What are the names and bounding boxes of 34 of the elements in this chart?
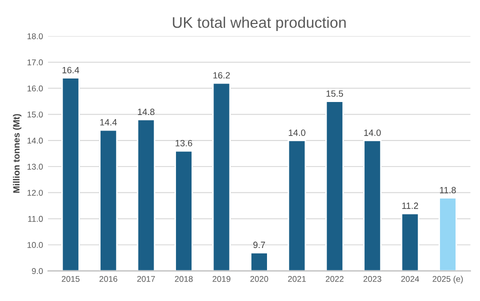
x-tick-label: 2017 (137, 276, 155, 282)
data-label: 14.0 (364, 130, 381, 136)
data-label: 9.7 (253, 242, 266, 248)
x-tick-label: 2019 (212, 276, 230, 282)
y-tick-label: 15.0 (28, 112, 43, 118)
x-tick-label: 2018 (174, 276, 193, 282)
y-tick-label: 12.0 (28, 190, 43, 196)
x-tick-label: 2016 (99, 276, 118, 282)
x-tick-label: 2024 (401, 276, 420, 282)
data-label: 15.5 (326, 90, 344, 97)
y-tick-label: 17.0 (28, 59, 43, 66)
data-label: 16.4 (62, 66, 80, 74)
y-tick-label: 10.0 (28, 242, 43, 248)
x-tick-label: 2022 (326, 276, 344, 282)
chart-title: UK total wheat production (172, 16, 346, 31)
x-tick-label: 2015 (62, 276, 80, 282)
y-axis-title: Million tonnes (Mt) (12, 114, 22, 193)
data-label: 11.8 (440, 186, 456, 194)
data-label: 14.0 (288, 130, 306, 136)
y-tick-label: 14.0 (28, 138, 43, 144)
x-tick-label: 2025 (e) (432, 276, 463, 284)
y-tick-label: 11.0 (28, 216, 43, 222)
y-tick-label: 13.0 (28, 164, 43, 170)
data-label: 14.8 (138, 108, 154, 116)
data-label: 11.2 (402, 202, 418, 209)
data-label: 16.2 (213, 72, 230, 79)
y-tick-label: 16.0 (28, 85, 43, 92)
x-tick-label: 2023 (363, 276, 382, 282)
y-tick-label: 9.0 (32, 268, 43, 274)
x-tick-label: 2020 (250, 276, 268, 282)
data-label: 13.6 (176, 140, 192, 146)
y-tick-label: 18.0 (28, 33, 43, 40)
x-tick-label: 2021 (288, 276, 306, 282)
data-label: 14.4 (100, 119, 117, 126)
